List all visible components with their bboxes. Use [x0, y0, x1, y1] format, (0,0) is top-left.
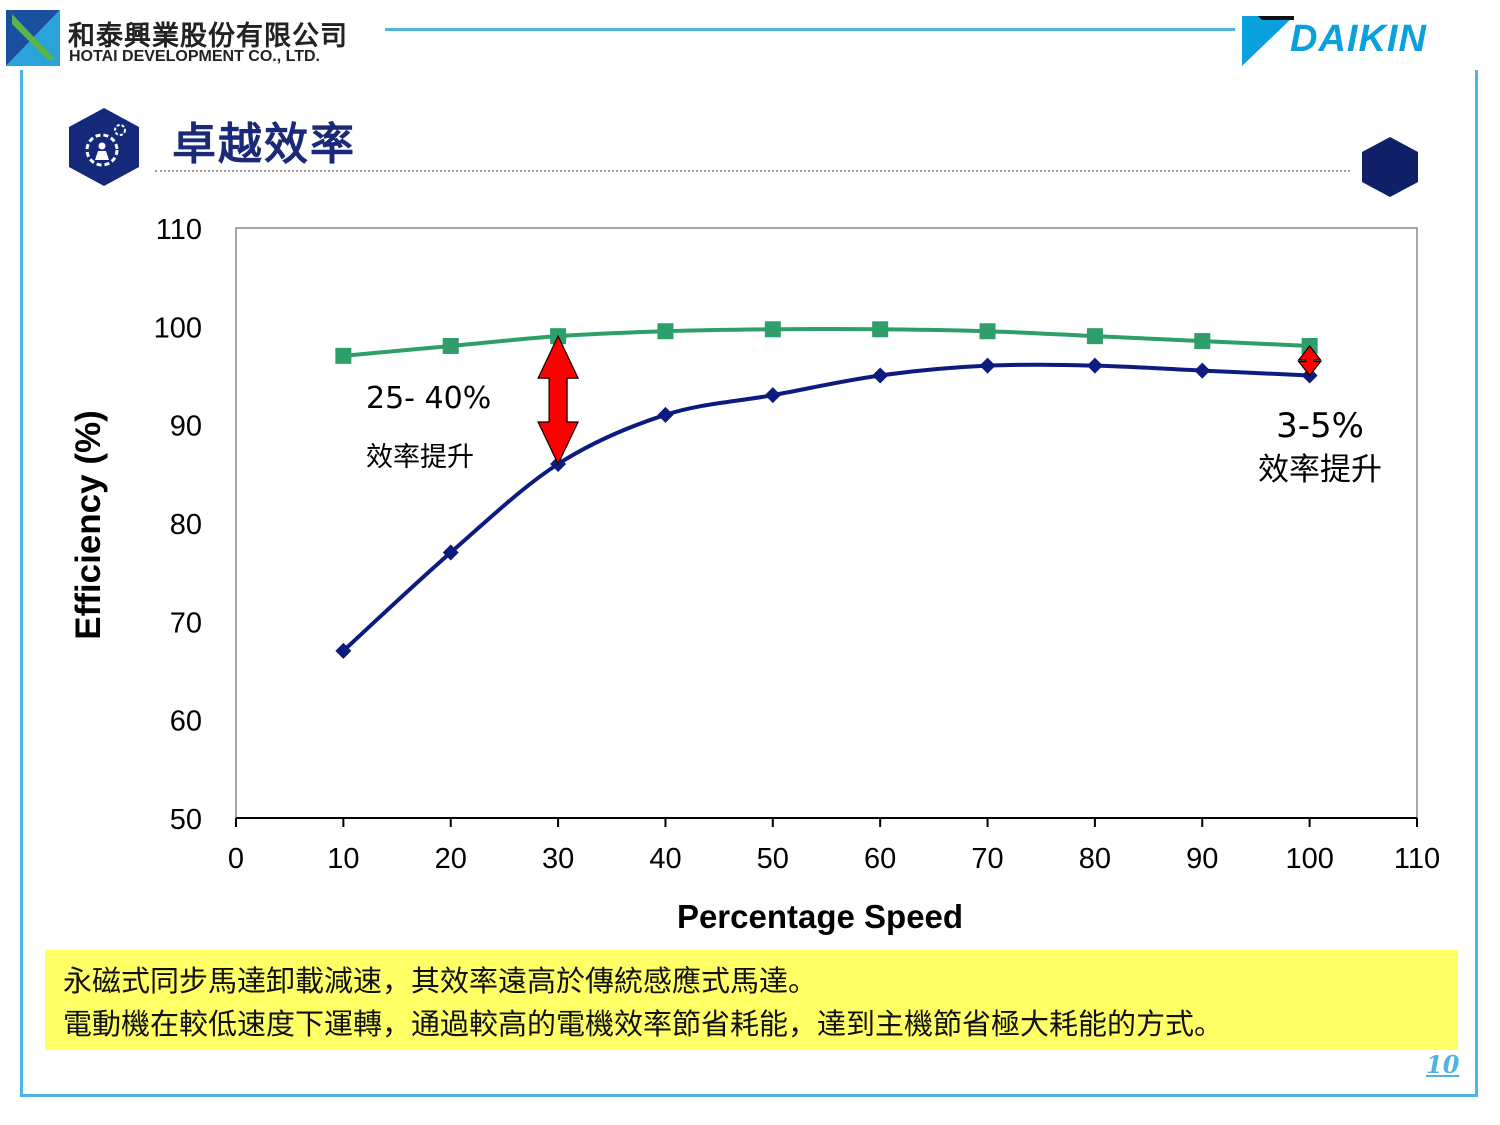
- data-point-square: [442, 338, 459, 354]
- x-axis-title: Percentage Speed: [677, 898, 963, 935]
- note-line-2: 電動機在較低速度下運轉，通過較高的電機效率節省耗能，達到主機節省極大耗能的方式。: [63, 1007, 1224, 1041]
- data-point-square: [764, 321, 781, 338]
- plot-area: [235, 227, 1418, 819]
- data-point-diamond: [657, 406, 674, 423]
- x-tick-label: 40: [649, 843, 681, 875]
- data-point-diamond: [335, 642, 352, 659]
- y-tick-label: 80: [170, 509, 202, 541]
- slide-frame: [20, 70, 1478, 1097]
- brand-name: DAIKIN: [1290, 18, 1427, 60]
- title-divider: [155, 170, 1350, 172]
- y-tick-label: 60: [170, 706, 202, 738]
- x-tick-label: 80: [1079, 843, 1111, 875]
- data-point-diamond: [764, 387, 781, 404]
- data-point-square: [657, 323, 674, 340]
- improvement-arrow-2: [1297, 345, 1322, 377]
- data-point-diamond: [1086, 357, 1103, 374]
- page-title: 卓越效率: [172, 119, 356, 170]
- header-rule: [385, 28, 1235, 31]
- data-point-square: [335, 347, 352, 364]
- series-line-1: [343, 327, 1310, 358]
- x-tick-label: 60: [864, 843, 896, 875]
- y-tick-label: 50: [170, 804, 202, 836]
- hotai-logo-icon: [6, 10, 60, 66]
- x-tick-label: 20: [435, 843, 467, 875]
- y-axis-title: Efficiency (%): [69, 410, 108, 640]
- series-line-2: [342, 362, 1310, 653]
- annotation-right-percent: 3-5%: [1276, 406, 1364, 446]
- daikin-logo-icon: [1242, 16, 1294, 66]
- x-tick-label: 100: [1285, 843, 1333, 875]
- y-tick-label: 90: [170, 411, 202, 443]
- annotation-left-percent: 25- 40%: [366, 381, 491, 416]
- gear-person-icon: [69, 108, 139, 186]
- x-tick-label: 30: [542, 843, 574, 875]
- data-point-diamond: [872, 367, 889, 384]
- x-tick-label: 10: [327, 843, 359, 875]
- data-point-diamond: [1194, 362, 1211, 379]
- page-number: 10: [1426, 1050, 1460, 1079]
- data-point-square: [979, 323, 996, 340]
- annotation-left-label: 效率提升: [366, 442, 474, 473]
- data-point-square: [1086, 328, 1103, 345]
- data-point-diamond: [442, 544, 459, 561]
- data-point-square: [1194, 333, 1211, 350]
- note-line-1: 永磁式同步馬達卸載減速，其效率遠高於傳統感應式馬達。: [63, 964, 818, 998]
- y-tick-label: 110: [156, 214, 202, 246]
- improvement-arrow-1: [537, 334, 580, 466]
- x-tick-label: 0: [228, 843, 244, 875]
- x-tick-label: 110: [1394, 843, 1440, 875]
- notes-box: 永磁式同步馬達卸載減速，其效率遠高於傳統感應式馬達。 電動機在較低速度下運轉，通…: [45, 950, 1458, 1050]
- x-tick-label: 70: [971, 843, 1003, 875]
- hexagon-icon: [1362, 137, 1418, 197]
- y-tick-label: 70: [170, 607, 202, 639]
- annotation-right-label: 效率提升: [1258, 452, 1382, 488]
- x-tick-label: 90: [1186, 843, 1218, 875]
- y-tick-label: 100: [154, 312, 202, 344]
- x-tick-label: 50: [757, 843, 789, 875]
- company-name-en: HOTAI DEVELOPMENT CO., LTD.: [69, 48, 320, 65]
- data-point-diamond: [979, 357, 996, 374]
- data-point-square: [872, 321, 889, 338]
- company-name-zh: 和泰興業股份有限公司: [68, 21, 348, 52]
